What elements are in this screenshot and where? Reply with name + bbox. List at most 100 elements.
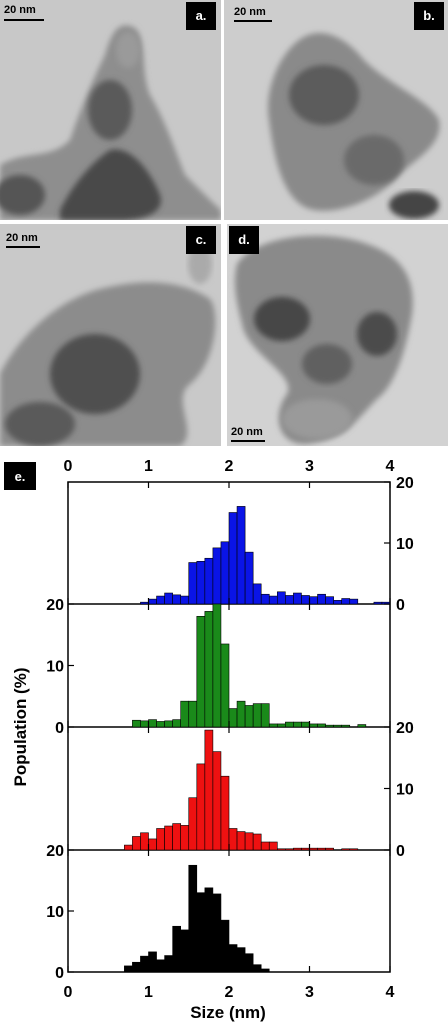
histogram-bar-red — [228, 828, 238, 851]
histogram-bar-blue — [252, 583, 262, 605]
tem-panel-a: 20 nm a. — [0, 0, 221, 220]
histogram-bar-green — [244, 705, 254, 728]
tem-image-a — [0, 0, 221, 220]
histogram-bar-red — [260, 841, 270, 851]
x-tick-label-top: 0 — [64, 458, 73, 475]
histogram-bar-black — [204, 887, 214, 973]
histogram-bar-green — [301, 721, 310, 728]
histogram-bar-blue — [220, 541, 230, 605]
histogram-bar-green — [309, 723, 318, 728]
panel-label-b: b. — [414, 2, 444, 30]
tem-panel-d: 20 nm d. — [227, 224, 448, 446]
x-tick-label-bottom: 0 — [64, 984, 73, 1001]
histogram-bar-red — [212, 751, 222, 851]
histogram-bar-red — [325, 847, 334, 851]
histogram-bar-black — [140, 955, 149, 973]
histogram-bar-blue — [293, 592, 302, 605]
histogram-bar-red — [317, 847, 326, 851]
histogram-bar-red — [196, 763, 206, 851]
y-tick-label-right: 10 — [396, 782, 414, 799]
y-tick-label-left: 0 — [55, 965, 64, 982]
histogram-bar-blue — [309, 596, 318, 605]
histogram-bar-green — [260, 703, 270, 728]
histogram-bar-black — [236, 947, 246, 973]
histogram-bar-red — [124, 844, 133, 851]
histogram-bar-black — [148, 951, 157, 973]
histogram-bar-green — [252, 703, 262, 728]
histogram-bar-green — [228, 708, 238, 728]
histogram-bar-red — [244, 832, 254, 851]
histogram-bar-green — [196, 615, 206, 728]
histogram-bar-blue — [268, 595, 278, 605]
scale-bar-label-a: 20 nm — [4, 4, 36, 16]
histogram-bar-blue — [156, 595, 165, 605]
scale-bar-label-d: 20 nm — [231, 426, 263, 438]
panel-label-d: d. — [229, 226, 259, 254]
x-tick-label-top: 3 — [305, 458, 314, 475]
histogram-bar-red — [268, 841, 278, 851]
histogram-bar-red — [285, 848, 294, 851]
histogram-bar-red — [301, 847, 310, 851]
histogram-bar-blue — [349, 598, 359, 605]
histogram-bar-red — [140, 832, 149, 851]
histogram-bar-blue — [373, 601, 383, 605]
scale-bar-b — [234, 20, 272, 22]
histogram-bar-green — [236, 700, 246, 728]
histogram-bar-black — [252, 964, 262, 973]
histogram-bar-black — [188, 864, 198, 973]
histogram-bar-green — [268, 723, 278, 728]
histogram-bar-red — [293, 847, 302, 851]
histogram-bar-green — [333, 724, 342, 728]
panel-label-a: a. — [186, 2, 216, 30]
histogram-bar-blue — [244, 551, 254, 605]
histogram-bar-black — [212, 893, 222, 973]
histogram-bar-green — [357, 724, 367, 728]
histogram-bar-green — [156, 721, 165, 728]
x-tick-label-bottom: 4 — [386, 984, 395, 1001]
tem-panel-c: 20 nm c. — [0, 224, 221, 446]
y-tick-label-left: 20 — [46, 597, 64, 614]
tem-image-d — [227, 224, 448, 446]
histogram-bar-blue — [196, 560, 206, 605]
histogram-bar-red — [132, 836, 141, 851]
y-tick-label-right: 10 — [396, 536, 414, 553]
histogram-bar-green — [164, 720, 173, 728]
histogram-bar-blue — [228, 512, 238, 605]
panel-label-e-box — [4, 462, 36, 490]
histogram-bar-blue — [148, 598, 157, 605]
histogram-bar-red — [180, 825, 190, 851]
histogram-bar-green — [276, 723, 286, 728]
histogram-bar-blue — [188, 562, 198, 605]
histogram-bar-green — [188, 700, 198, 728]
histogram-bar-green — [317, 723, 326, 728]
histogram-bar-black — [244, 953, 254, 973]
histogram-bar-green — [220, 643, 230, 728]
tem-panel-b: 20 nm b. — [224, 0, 448, 220]
tem-image-c — [0, 224, 221, 446]
histogram-bar-green — [140, 720, 149, 728]
x-tick-label-top: 2 — [225, 458, 234, 475]
histogram-bar-black — [132, 961, 141, 973]
histogram-bar-blue — [301, 595, 310, 605]
histogram-bar-blue — [276, 591, 286, 605]
x-tick-label-bottom: 3 — [305, 984, 314, 1001]
histogram-bar-green — [204, 611, 214, 728]
histogram-bar-black — [180, 929, 190, 973]
histogram-bar-green — [325, 724, 334, 728]
tem-image-b — [224, 0, 448, 220]
histogram-bar-black — [220, 919, 230, 973]
histogram-bar-black — [172, 925, 181, 973]
scale-bar-label-b: 20 nm — [234, 6, 266, 18]
y-tick-label-right: 0 — [396, 597, 405, 614]
histogram-bar-black — [156, 959, 165, 973]
y-tick-label-left: 20 — [46, 843, 64, 860]
y-tick-label-right: 20 — [396, 475, 414, 492]
x-tick-label-top: 1 — [144, 458, 153, 475]
histogram-bar-black — [260, 968, 270, 973]
y-tick-label-left: 0 — [55, 720, 64, 737]
histogram-bar-blue — [325, 596, 334, 605]
histogram-bar-blue — [317, 593, 326, 605]
histogram-bar-black — [196, 892, 206, 973]
scale-bar-label-c: 20 nm — [6, 232, 38, 244]
